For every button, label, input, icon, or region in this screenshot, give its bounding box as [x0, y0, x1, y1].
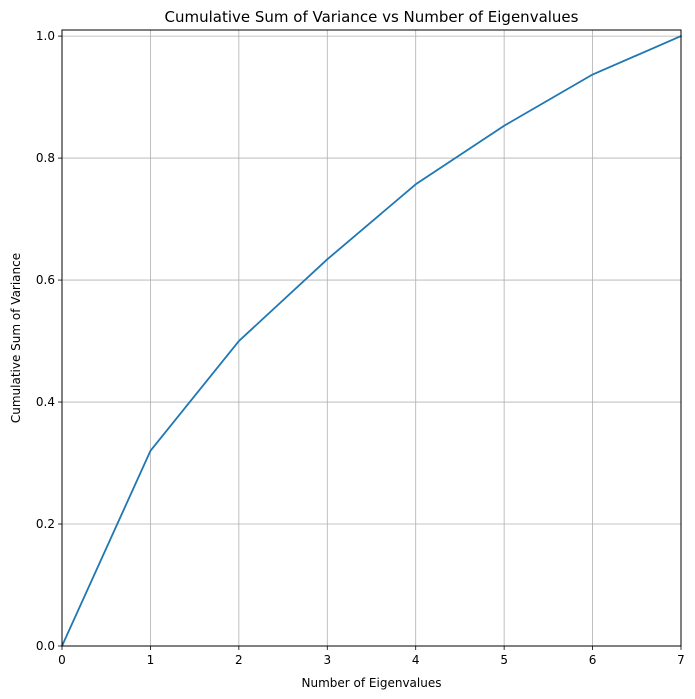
y-tick-label-2: 0.4 [36, 395, 55, 409]
x-tick-label-1: 1 [147, 653, 155, 667]
x-tick-label-3: 3 [323, 653, 331, 667]
grid [61, 30, 682, 647]
x-axis-label: Number of Eigenvalues [302, 676, 442, 690]
x-tick-label-7: 7 [677, 653, 685, 667]
chart-title: Cumulative Sum of Variance vs Number of … [165, 8, 579, 26]
x-tick-label-6: 6 [589, 653, 597, 667]
series-layer [61, 35, 682, 647]
y-tick-label-4: 0.8 [36, 151, 55, 165]
x-tick-label-4: 4 [412, 653, 420, 667]
y-tick-label-3: 0.6 [36, 273, 55, 287]
y-tick-label-1: 0.2 [36, 517, 55, 531]
y-tick-label-0: 0.0 [36, 639, 55, 653]
y-axis-label: Cumulative Sum of Variance [9, 253, 23, 423]
series-line-0 [61, 35, 682, 647]
y-tick-label-5: 1.0 [36, 29, 55, 43]
x-tick-label-0: 0 [58, 653, 66, 667]
x-tick-label-5: 5 [500, 653, 508, 667]
plot-frame [61, 29, 682, 647]
ticks: 0 1 2 3 4 5 6 7 0.0 0.2 0.4 0.6 0.8 1.0 [36, 29, 685, 667]
x-tick-label-2: 2 [235, 653, 243, 667]
